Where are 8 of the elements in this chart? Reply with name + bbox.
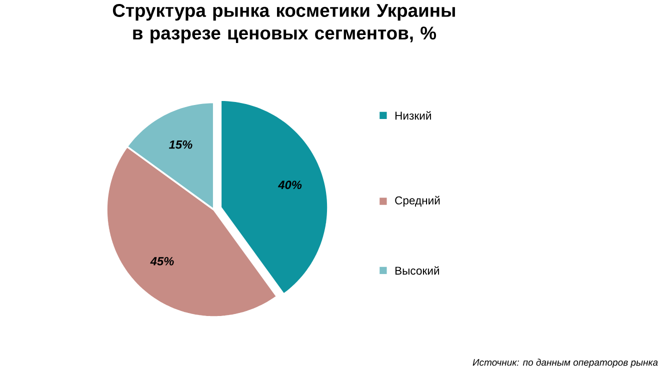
text: Источник: по данным операторов рынка	[472, 358, 658, 368]
chart-title: Структура рынка косметики Украины в разрезе ценовых сегментов, %	[112, 4, 455, 44]
data-label: 45%	[150, 257, 174, 266]
legend-label: Средний	[395, 196, 440, 207]
data-label: 15%	[169, 140, 192, 149]
data-label: 40%	[278, 180, 302, 190]
legend-label: Низкий	[395, 111, 431, 120]
legend-label: Высокий	[395, 266, 440, 275]
